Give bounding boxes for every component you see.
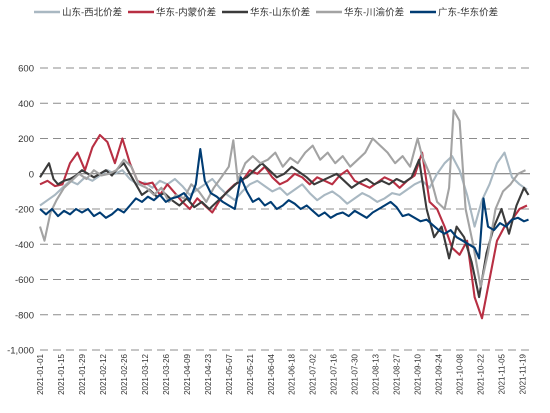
x-tick-label: 2021-10-08 <box>456 353 465 394</box>
series-line-4 <box>38 109 526 288</box>
x-tick-label: 2021-05-07 <box>225 353 234 394</box>
x-axis: 2021-01-01 2021-01-15 2021-01-29 2021-02-12… <box>36 353 528 394</box>
series-line-2 <box>39 133 528 320</box>
x-tick-label: 2021-08-27 <box>393 353 402 394</box>
plot-area <box>38 109 530 320</box>
x-tick-label: 2021-02-12 <box>99 353 108 394</box>
grid-lines <box>40 67 530 351</box>
y-tick-label: 600 <box>18 64 34 75</box>
y-tick-label: -800 <box>15 310 34 321</box>
x-tick-label: 2021-11-05 <box>498 353 507 394</box>
x-tick-label: 2021-02-26 <box>120 353 129 394</box>
x-tick-label: 2021-03-12 <box>141 353 150 394</box>
y-axis: 600 400 200 0 -200 -400 -600 -800 -1,000 <box>7 64 34 357</box>
x-tick-label: 2021-09-10 <box>414 353 423 394</box>
y-tick-label: 200 <box>18 134 34 145</box>
x-tick-label: 2021-04-23 <box>204 353 213 394</box>
legend-label: 山东-西北价差 <box>62 7 122 19</box>
y-tick-label: -400 <box>15 240 34 251</box>
legend-label: 华东-内蒙价差 <box>156 7 216 19</box>
x-tick-label: 2021-01-01 <box>36 353 45 394</box>
y-tick-label: 400 <box>18 99 34 110</box>
x-tick-label: 2021-01-15 <box>57 353 66 394</box>
x-tick-label: 2021-07-30 <box>351 353 360 394</box>
legend-label: 华东-山东价差 <box>250 7 310 19</box>
series-line-3 <box>39 158 530 299</box>
x-tick-label: 2021-03-26 <box>162 353 171 394</box>
x-tick-label: 2021-04-09 <box>183 353 192 394</box>
y-tick-label: 0 <box>29 169 34 180</box>
x-tick-label: 2021-08-13 <box>372 353 381 394</box>
x-tick-label: 2021-09-24 <box>435 353 444 394</box>
x-tick-label: 2021-07-16 <box>330 353 339 394</box>
legend-label: 华东-川渝价差 <box>344 7 404 19</box>
x-tick-label: 2021-01-29 <box>78 353 87 394</box>
x-tick-label: 2021-11-19 <box>519 353 528 394</box>
x-tick-label: 2021-07-02 <box>309 353 318 394</box>
x-tick-label: 2021-05-21 <box>246 353 255 394</box>
x-tick-label: 2021-06-18 <box>288 353 297 394</box>
y-tick-label: -1,000 <box>7 346 34 357</box>
legend-label: 广东-华东价差 <box>438 7 498 19</box>
x-tick-label: 2021-06-04 <box>267 353 276 394</box>
series-line-1 <box>39 151 528 228</box>
x-tick-label: 2021-10-22 <box>477 353 486 394</box>
y-tick-label: -200 <box>15 205 34 216</box>
y-tick-label: -600 <box>15 275 34 286</box>
legend: 山东-西北价差 华东-内蒙价差 华东-山东价差 华东-川渝价差 广东-华东价差 <box>34 7 498 19</box>
series-line-5 <box>39 148 529 260</box>
